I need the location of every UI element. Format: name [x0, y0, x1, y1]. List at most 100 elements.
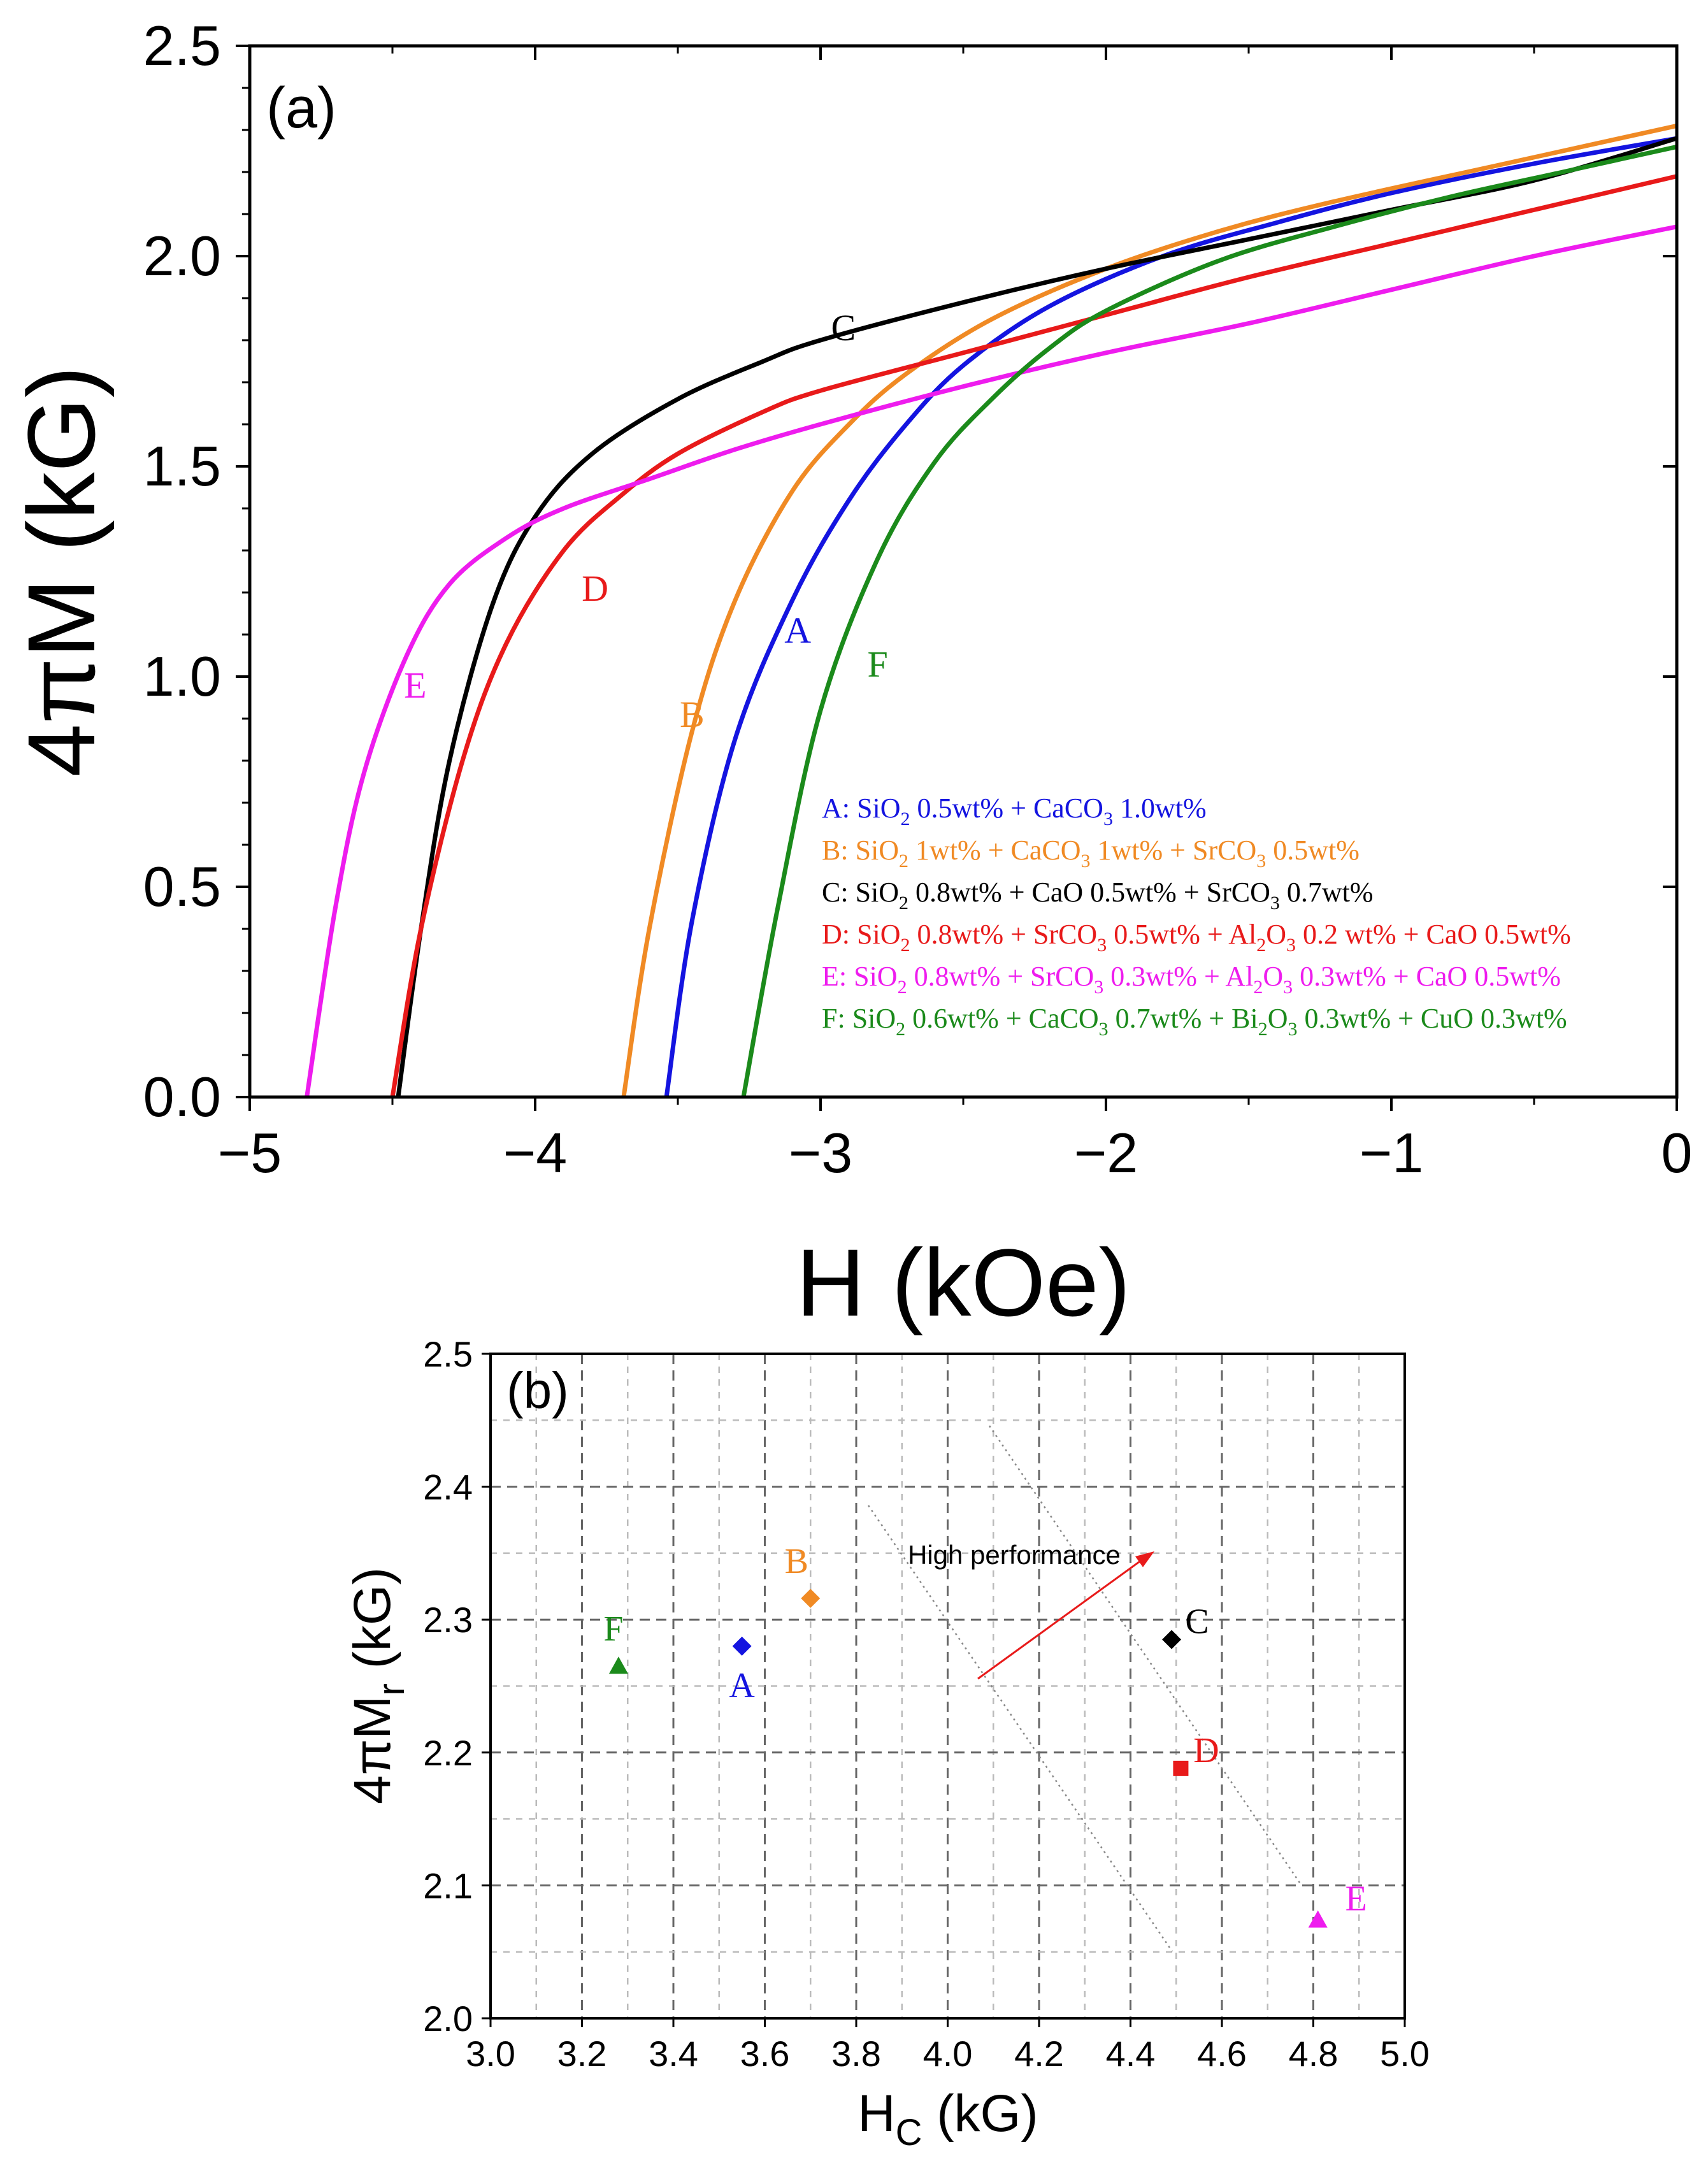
legend-text-part: 2	[1253, 977, 1263, 998]
legend-text-part: 1wt% + SrCO	[1091, 835, 1257, 866]
legend-text-part: 0.8wt% + SrCO	[910, 919, 1097, 950]
x-tick-label: 3.2	[557, 2034, 607, 2074]
legend-entry-E: E: SiO2 0.8wt% + SrCO3 0.3wt% + Al2O3 0.…	[822, 961, 1561, 998]
x-tick-label: 3.6	[740, 2034, 790, 2074]
boundary-line-lower	[867, 1505, 1173, 1952]
x-tick-label: −4	[503, 1121, 567, 1184]
curve-D	[390, 174, 1677, 1098]
x-tick-label: 4.4	[1106, 2034, 1156, 2074]
curve-C	[396, 136, 1677, 1098]
y-tick-label: 2.2	[423, 1733, 473, 1773]
panel-b-grid	[491, 1354, 1405, 2018]
y-tick-label: 2.4	[423, 1467, 473, 1507]
legend-text-part: 2	[900, 935, 910, 956]
legend-entry-A: A: SiO2 0.5wt% + CaCO3 1.0wt%	[822, 793, 1207, 829]
y-tick-label: 2.5	[423, 1334, 473, 1374]
legend-text-part: 0.7wt% + Bi	[1109, 1003, 1258, 1034]
point-D	[1173, 1760, 1189, 1776]
panel-a: −5 −4 −3 −2 −1 0 0.0 0.5 1.0 1.5 2.0 2.5 A B C D E F (a)…	[8, 14, 1692, 1336]
x-tick-label: 3.4	[649, 2034, 698, 2074]
panel-b-y-axis-title: 4πMr (kG)	[343, 1567, 412, 1804]
legend-text-part: 0.7wt%	[1280, 877, 1374, 908]
x-tick-label: 3.8	[831, 2034, 881, 2074]
legend-entry-F: F: SiO2 0.6wt% + CaCO3 0.7wt% + Bi2O3 0.…	[822, 1003, 1567, 1040]
panel-a-curve-labels: A B C D E F	[404, 307, 888, 735]
legend-text-part: D: SiO	[822, 919, 900, 950]
point-label-D: D	[1193, 1731, 1219, 1770]
legend-text-part: 0.5wt%	[1266, 835, 1360, 866]
panel-a-x-axis-title: H (kOe)	[796, 1229, 1131, 1336]
legend-text-part: 3	[1286, 935, 1296, 956]
legend-text-part: 2	[1258, 1019, 1268, 1040]
curve-label-D: D	[582, 568, 608, 609]
panel-b-boundary-lines	[867, 1425, 1302, 1952]
legend-text-part: 0.2 wt% + CaO 0.5wt%	[1296, 919, 1571, 950]
x-tick-label: 4.6	[1197, 2034, 1247, 2074]
y-tick-label: 1.0	[143, 645, 221, 708]
legend-text-part: C: SiO	[822, 877, 899, 908]
y-tick-label: 2.0	[423, 1999, 473, 2039]
point-label-E: E	[1346, 1879, 1367, 1919]
point-label-F: F	[603, 1609, 623, 1649]
x-tick-label: 5.0	[1380, 2034, 1430, 2074]
x-tick-label: −1	[1360, 1121, 1423, 1184]
legend-text-part: 3	[1270, 893, 1280, 914]
legend-text-part: 3	[1081, 851, 1091, 872]
x-tick-label: −5	[218, 1121, 282, 1184]
legend-text-part: 2	[1256, 935, 1266, 956]
panel-a-ticks: −5 −4 −3 −2 −1 0 0.0 0.5 1.0 1.5 2.0 2.5	[143, 14, 1693, 1184]
y-tick-label: 0.0	[143, 1065, 221, 1128]
legend-text-part: 3	[1283, 977, 1293, 998]
legend-text-part: 3	[1103, 808, 1113, 829]
legend-text-part: A: SiO	[822, 793, 900, 824]
point-label-B: B	[785, 1542, 808, 1581]
legend-text-part: 0.3wt% + CuO 0.3wt%	[1297, 1003, 1567, 1034]
x-tick-label: −3	[789, 1121, 852, 1184]
point-C	[1162, 1630, 1182, 1649]
x-tick-label: 0	[1661, 1121, 1693, 1184]
y-tick-label: 0.5	[143, 855, 221, 918]
high-performance-label: High performance	[908, 1540, 1121, 1570]
legend-text-part: E: SiO	[822, 961, 898, 992]
point-A	[732, 1636, 752, 1656]
legend-text-part: 2	[896, 1019, 905, 1040]
legend-text-part: 0.8wt% + CaO 0.5wt% + SrCO	[908, 877, 1270, 908]
legend-text-part: 3	[1097, 935, 1107, 956]
x-tick-label: 4.0	[923, 2034, 973, 2074]
legend-text-part: 1.0wt%	[1113, 793, 1207, 824]
legend-text-part: 2	[900, 808, 910, 829]
legend-text-part: 0.5wt% + CaCO	[910, 793, 1103, 824]
legend-text-part: 1wt% + CaCO	[908, 835, 1080, 866]
point-B	[801, 1588, 821, 1608]
y-tick-label: 2.5	[143, 14, 221, 77]
curve-label-A: A	[784, 610, 811, 651]
x-tick-label: 4.2	[1014, 2034, 1064, 2074]
y-tick-label: 2.1	[423, 1865, 473, 1906]
legend-text-part: 3	[1256, 851, 1266, 872]
legend-text-part: O	[1268, 1003, 1288, 1034]
y-tick-label: 2.3	[423, 1600, 473, 1640]
legend-text-part: 3	[1099, 1019, 1109, 1040]
legend-entry-D: D: SiO2 0.8wt% + SrCO3 0.5wt% + Al2O3 0.…	[822, 919, 1571, 956]
legend-text-part: 2	[899, 851, 908, 872]
curve-label-C: C	[831, 307, 856, 348]
curve-label-F: F	[867, 643, 887, 685]
legend-text-part: O	[1266, 919, 1286, 950]
legend-text-part: 0.3wt% + CaO 0.5wt%	[1293, 961, 1561, 992]
panel-a-tag: (a)	[266, 76, 336, 140]
curve-A	[664, 136, 1677, 1098]
curve-B	[621, 123, 1677, 1098]
point-E	[1308, 1910, 1328, 1928]
legend-text-part: 0.5wt% + Al	[1107, 919, 1256, 950]
point-F	[608, 1656, 628, 1674]
legend-text-part: B: SiO	[822, 835, 899, 866]
legend-text-part: 2	[899, 893, 908, 914]
legend-text-part: O	[1263, 961, 1283, 992]
curve-F	[741, 144, 1677, 1098]
legend-text-part: 0.3wt% + Al	[1103, 961, 1253, 992]
panel-b-x-axis-title: HC (kG)	[858, 2085, 1038, 2153]
boundary-line-upper	[988, 1425, 1302, 1885]
legend-text-part: 3	[1288, 1019, 1297, 1040]
panel-a-y-axis-title: 4πM (kG)	[8, 366, 115, 777]
